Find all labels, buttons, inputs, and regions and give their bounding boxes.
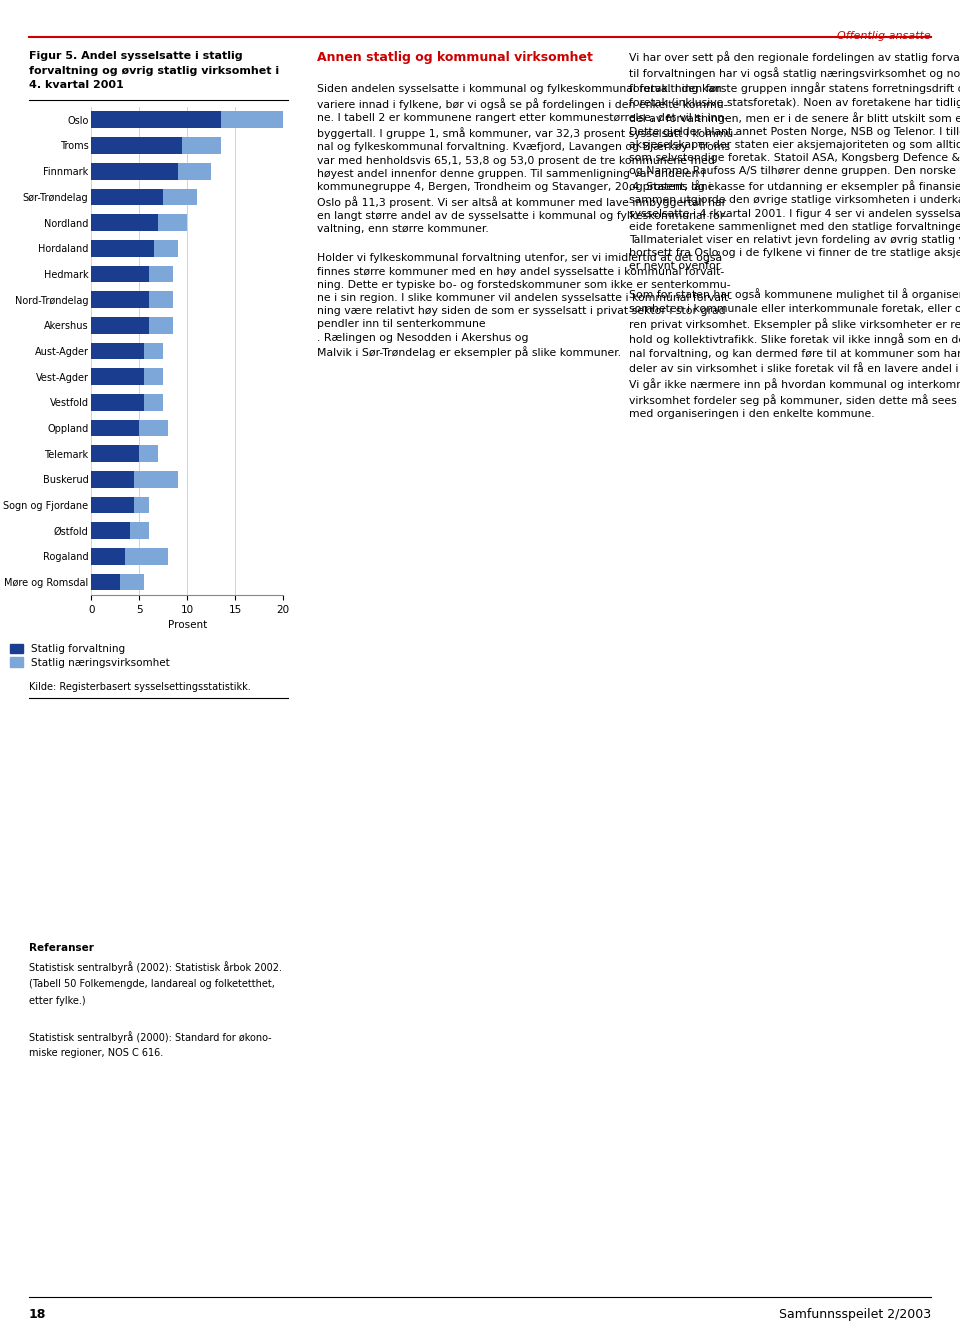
Bar: [163, 189, 197, 205]
Bar: [91, 497, 134, 513]
Bar: [182, 138, 221, 154]
Text: Vi har over sett på den regionale fordelingen av statlig forvaltning. I tillegg
: Vi har over sett på den regionale fordel…: [629, 51, 960, 420]
Bar: [139, 420, 168, 436]
Bar: [91, 368, 144, 385]
Bar: [149, 317, 173, 334]
Bar: [134, 497, 149, 513]
Bar: [130, 523, 149, 539]
Bar: [144, 342, 163, 360]
Text: Kilde: Registerbasert sysselsettingsstatistikk.: Kilde: Registerbasert sysselsettingsstat…: [29, 682, 251, 691]
Text: miske regioner, NOS C 616.: miske regioner, NOS C 616.: [29, 1048, 163, 1058]
Bar: [91, 111, 221, 128]
Bar: [149, 291, 173, 308]
Bar: [91, 138, 182, 154]
Bar: [91, 523, 130, 539]
Text: Figur 5. Andel sysselsatte i statlig: Figur 5. Andel sysselsatte i statlig: [29, 51, 243, 60]
Text: Statistisk sentralbyrå (2000): Standard for økono-: Statistisk sentralbyrå (2000): Standard …: [29, 1031, 272, 1043]
Bar: [139, 445, 158, 463]
Text: Siden andelen sysselsatte i kommunal og fylkeskommunal forvaltning kan
variere i: Siden andelen sysselsatte i kommunal og …: [317, 84, 737, 358]
Bar: [91, 420, 139, 436]
Text: Annen statlig og kommunal virksomhet: Annen statlig og kommunal virksomhet: [317, 51, 592, 64]
Bar: [154, 239, 178, 257]
Bar: [120, 574, 144, 591]
Bar: [158, 214, 187, 231]
Bar: [134, 471, 178, 488]
Bar: [91, 266, 149, 282]
Bar: [221, 111, 283, 128]
Text: 4. kvartal 2001: 4. kvartal 2001: [29, 80, 124, 90]
Bar: [125, 548, 168, 564]
Text: 18: 18: [29, 1308, 46, 1321]
Bar: [178, 163, 211, 179]
Text: Referanser: Referanser: [29, 943, 94, 952]
Bar: [91, 445, 139, 463]
Text: forvaltning og øvrig statlig virksomhet i: forvaltning og øvrig statlig virksomhet …: [29, 66, 279, 75]
Bar: [91, 342, 144, 360]
Bar: [91, 189, 163, 205]
Text: Offentlig ansatte: Offentlig ansatte: [837, 31, 931, 40]
Text: etter fylke.): etter fylke.): [29, 996, 85, 1005]
Bar: [91, 394, 144, 410]
Bar: [91, 317, 149, 334]
Text: (Tabell 50 Folkemengde, landareal og folketetthet,: (Tabell 50 Folkemengde, landareal og fol…: [29, 979, 275, 988]
X-axis label: Prosent: Prosent: [168, 620, 206, 630]
Bar: [91, 214, 158, 231]
Text: Statistisk sentralbyrå (2002): Statistisk årbok 2002.: Statistisk sentralbyrå (2002): Statistis…: [29, 961, 282, 973]
Bar: [144, 368, 163, 385]
Legend: Statlig forvaltning, Statlig næringsvirksomhet: Statlig forvaltning, Statlig næringsvirk…: [10, 644, 170, 667]
Bar: [149, 266, 173, 282]
Bar: [91, 574, 120, 591]
Bar: [144, 394, 163, 410]
Bar: [91, 291, 149, 308]
Bar: [91, 471, 134, 488]
Bar: [91, 548, 125, 564]
Bar: [91, 239, 154, 257]
Text: Samfunnsspeilet 2/2003: Samfunnsspeilet 2/2003: [780, 1308, 931, 1321]
Bar: [91, 163, 178, 179]
